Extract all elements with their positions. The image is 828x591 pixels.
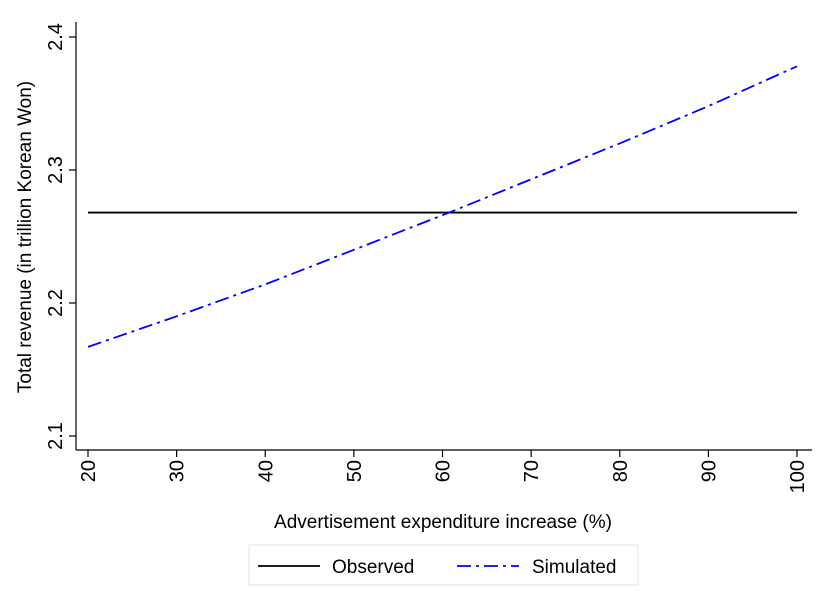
x-tick-label: 100	[787, 460, 809, 493]
series-line-simulated	[87, 65, 798, 348]
y-tick-label: 2.2	[45, 289, 67, 317]
legend-box	[248, 544, 639, 586]
y-axis-label: Total revenue (in trillion Korean Won)	[15, 81, 36, 393]
legend: Observed Simulated	[248, 544, 639, 586]
x-tick-label: 70	[521, 460, 543, 482]
legend-label-simulated: Simulated	[532, 557, 617, 578]
x-tick-label: 20	[78, 460, 100, 482]
x-axis-label: Advertisement expenditure increase (%)	[274, 512, 612, 533]
x-tick-label: 40	[255, 460, 277, 482]
x-tick-label: 60	[433, 460, 455, 482]
x-tick-label: 30	[167, 460, 189, 482]
x-ticks: 20 30 40 50 60 70 80 90 100	[78, 450, 809, 493]
x-tick-label: 50	[344, 460, 366, 482]
y-tick-label: 2.3	[45, 156, 67, 184]
y-ticks: 2.1 2.2 2.3 2.4	[45, 23, 76, 450]
plot-area	[87, 65, 798, 348]
y-tick-label: 2.1	[45, 422, 67, 450]
x-tick-label: 80	[610, 460, 632, 482]
y-tick-label: 2.4	[45, 23, 67, 51]
axes	[75, 22, 812, 451]
x-tick-label: 90	[698, 460, 720, 482]
legend-label-observed: Observed	[332, 557, 414, 578]
